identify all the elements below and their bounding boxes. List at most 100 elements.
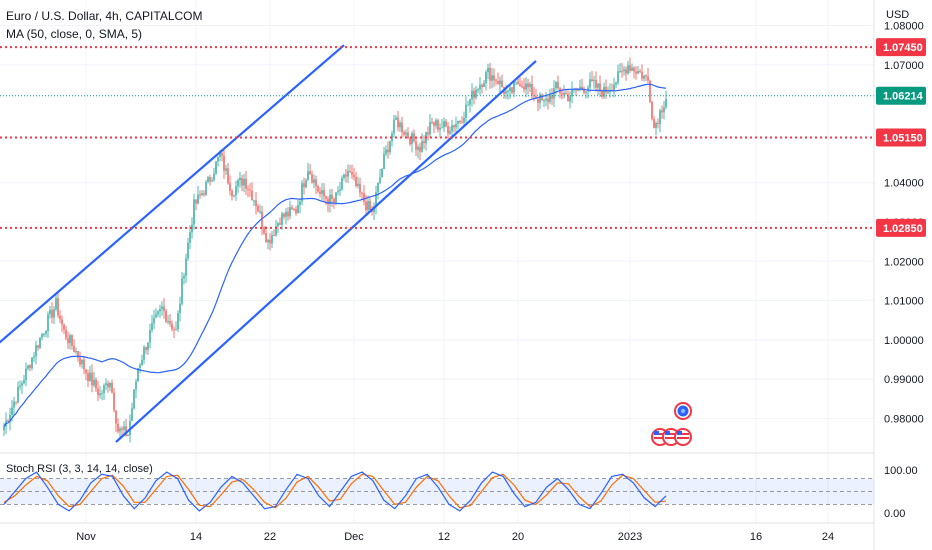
candle-body xyxy=(661,110,663,113)
candle-body xyxy=(423,141,425,144)
candle-body xyxy=(513,82,515,93)
candle-body xyxy=(163,306,165,312)
candle-body xyxy=(159,308,161,312)
candle-body xyxy=(565,92,567,95)
candle-body xyxy=(97,388,99,396)
candle-body xyxy=(121,428,123,430)
candle-body xyxy=(239,177,241,181)
candle-body xyxy=(225,168,227,171)
event-flag-icon[interactable] xyxy=(674,402,692,420)
candle-body xyxy=(519,84,521,87)
symbol-title[interactable]: Euro / U.S. Dollar, 4h, CAPITALCOM xyxy=(6,9,203,23)
candle-body xyxy=(175,329,177,331)
candle-body xyxy=(189,232,191,243)
economic-events[interactable] xyxy=(651,402,692,446)
price-badge-label: 1.02850 xyxy=(883,223,923,235)
candle-body xyxy=(55,298,57,310)
candle-body xyxy=(187,242,189,259)
candle-body xyxy=(521,86,523,88)
stoch-d-line xyxy=(3,473,667,509)
candle-body xyxy=(167,320,169,322)
candle-body xyxy=(491,75,493,81)
candle-body xyxy=(243,178,245,186)
candle-body xyxy=(381,169,383,178)
currency-label: USD xyxy=(886,9,910,21)
trendlines[interactable] xyxy=(0,44,537,443)
candle-body xyxy=(481,84,483,87)
grid xyxy=(0,0,874,523)
candle-body xyxy=(67,338,69,344)
candle-body xyxy=(209,177,211,182)
candle-body xyxy=(343,174,345,178)
time-tick-label: 24 xyxy=(822,531,834,543)
candle-body xyxy=(253,200,255,202)
price-axis[interactable]: 1.080001.070001.040001.030001.020001.010… xyxy=(876,21,926,520)
candle-body xyxy=(407,132,409,139)
candles xyxy=(3,57,667,443)
candle-body xyxy=(293,209,295,211)
candle-body xyxy=(61,319,63,325)
candle-body xyxy=(595,79,597,88)
candle-body xyxy=(157,311,159,315)
candle-body xyxy=(567,94,569,102)
candle-body xyxy=(421,141,423,152)
horizontal-levels[interactable] xyxy=(0,46,874,229)
candle-body xyxy=(563,92,565,95)
candle-body xyxy=(181,278,183,304)
candle-body xyxy=(529,83,531,88)
price-badge[interactable] xyxy=(876,38,926,57)
candle-body xyxy=(297,204,299,214)
candle-body xyxy=(271,235,273,244)
candle-body xyxy=(653,118,655,128)
candle-body xyxy=(47,314,49,331)
candle-body xyxy=(213,173,215,181)
candle-body xyxy=(473,90,475,98)
candle-body xyxy=(545,98,547,101)
candle-body xyxy=(315,179,317,187)
candle-body xyxy=(231,191,233,197)
price-badge-label: 1.06214 xyxy=(883,91,924,103)
trendline-upper-channel[interactable] xyxy=(0,44,345,344)
candle-body xyxy=(127,434,129,436)
candle-body xyxy=(249,189,251,191)
candle-body xyxy=(51,309,53,318)
candle-body xyxy=(585,91,587,93)
candle-body xyxy=(405,132,407,135)
stoch-rsi-legend[interactable]: Stoch RSI (3, 3, 14, 14, close) xyxy=(6,463,153,475)
candle-body xyxy=(375,192,377,207)
candle-body xyxy=(7,420,9,422)
candle-body xyxy=(215,161,217,174)
candle-body xyxy=(515,81,517,83)
candle-body xyxy=(149,330,151,343)
candle-body xyxy=(651,101,653,119)
candle-body xyxy=(383,153,385,170)
time-axis[interactable]: Nov 14 22 Dec 12 20 2023 16 24 xyxy=(76,531,834,543)
price-badge[interactable] xyxy=(876,218,926,237)
candle-body xyxy=(41,334,43,338)
candle-body xyxy=(105,383,107,386)
candle-body xyxy=(445,121,447,127)
ma-indicator-legend[interactable]: MA (50, close, 0, SMA, 5) xyxy=(6,27,143,41)
candle-body xyxy=(333,198,335,203)
candle-body xyxy=(267,239,269,242)
candle-body xyxy=(479,84,481,90)
moving-average-line xyxy=(3,83,667,427)
price-badge[interactable] xyxy=(876,86,926,105)
candle-body xyxy=(589,79,591,88)
price-tick-label: 0.99000 xyxy=(884,374,924,386)
candle-body xyxy=(483,83,485,87)
candle-body xyxy=(263,226,265,234)
candle-body xyxy=(59,315,61,320)
price-tick-label: 1.04000 xyxy=(884,178,924,190)
us-flag-icon[interactable] xyxy=(674,428,692,446)
candle-body xyxy=(323,190,325,197)
candle-body xyxy=(613,84,615,91)
price-badge[interactable] xyxy=(876,128,926,147)
candle-body xyxy=(631,67,633,71)
candle-body xyxy=(169,320,171,324)
time-tick-label: 12 xyxy=(438,531,450,543)
candle-body xyxy=(409,138,411,145)
trendline-lower-channel[interactable] xyxy=(115,60,537,443)
candle-body xyxy=(355,176,357,187)
